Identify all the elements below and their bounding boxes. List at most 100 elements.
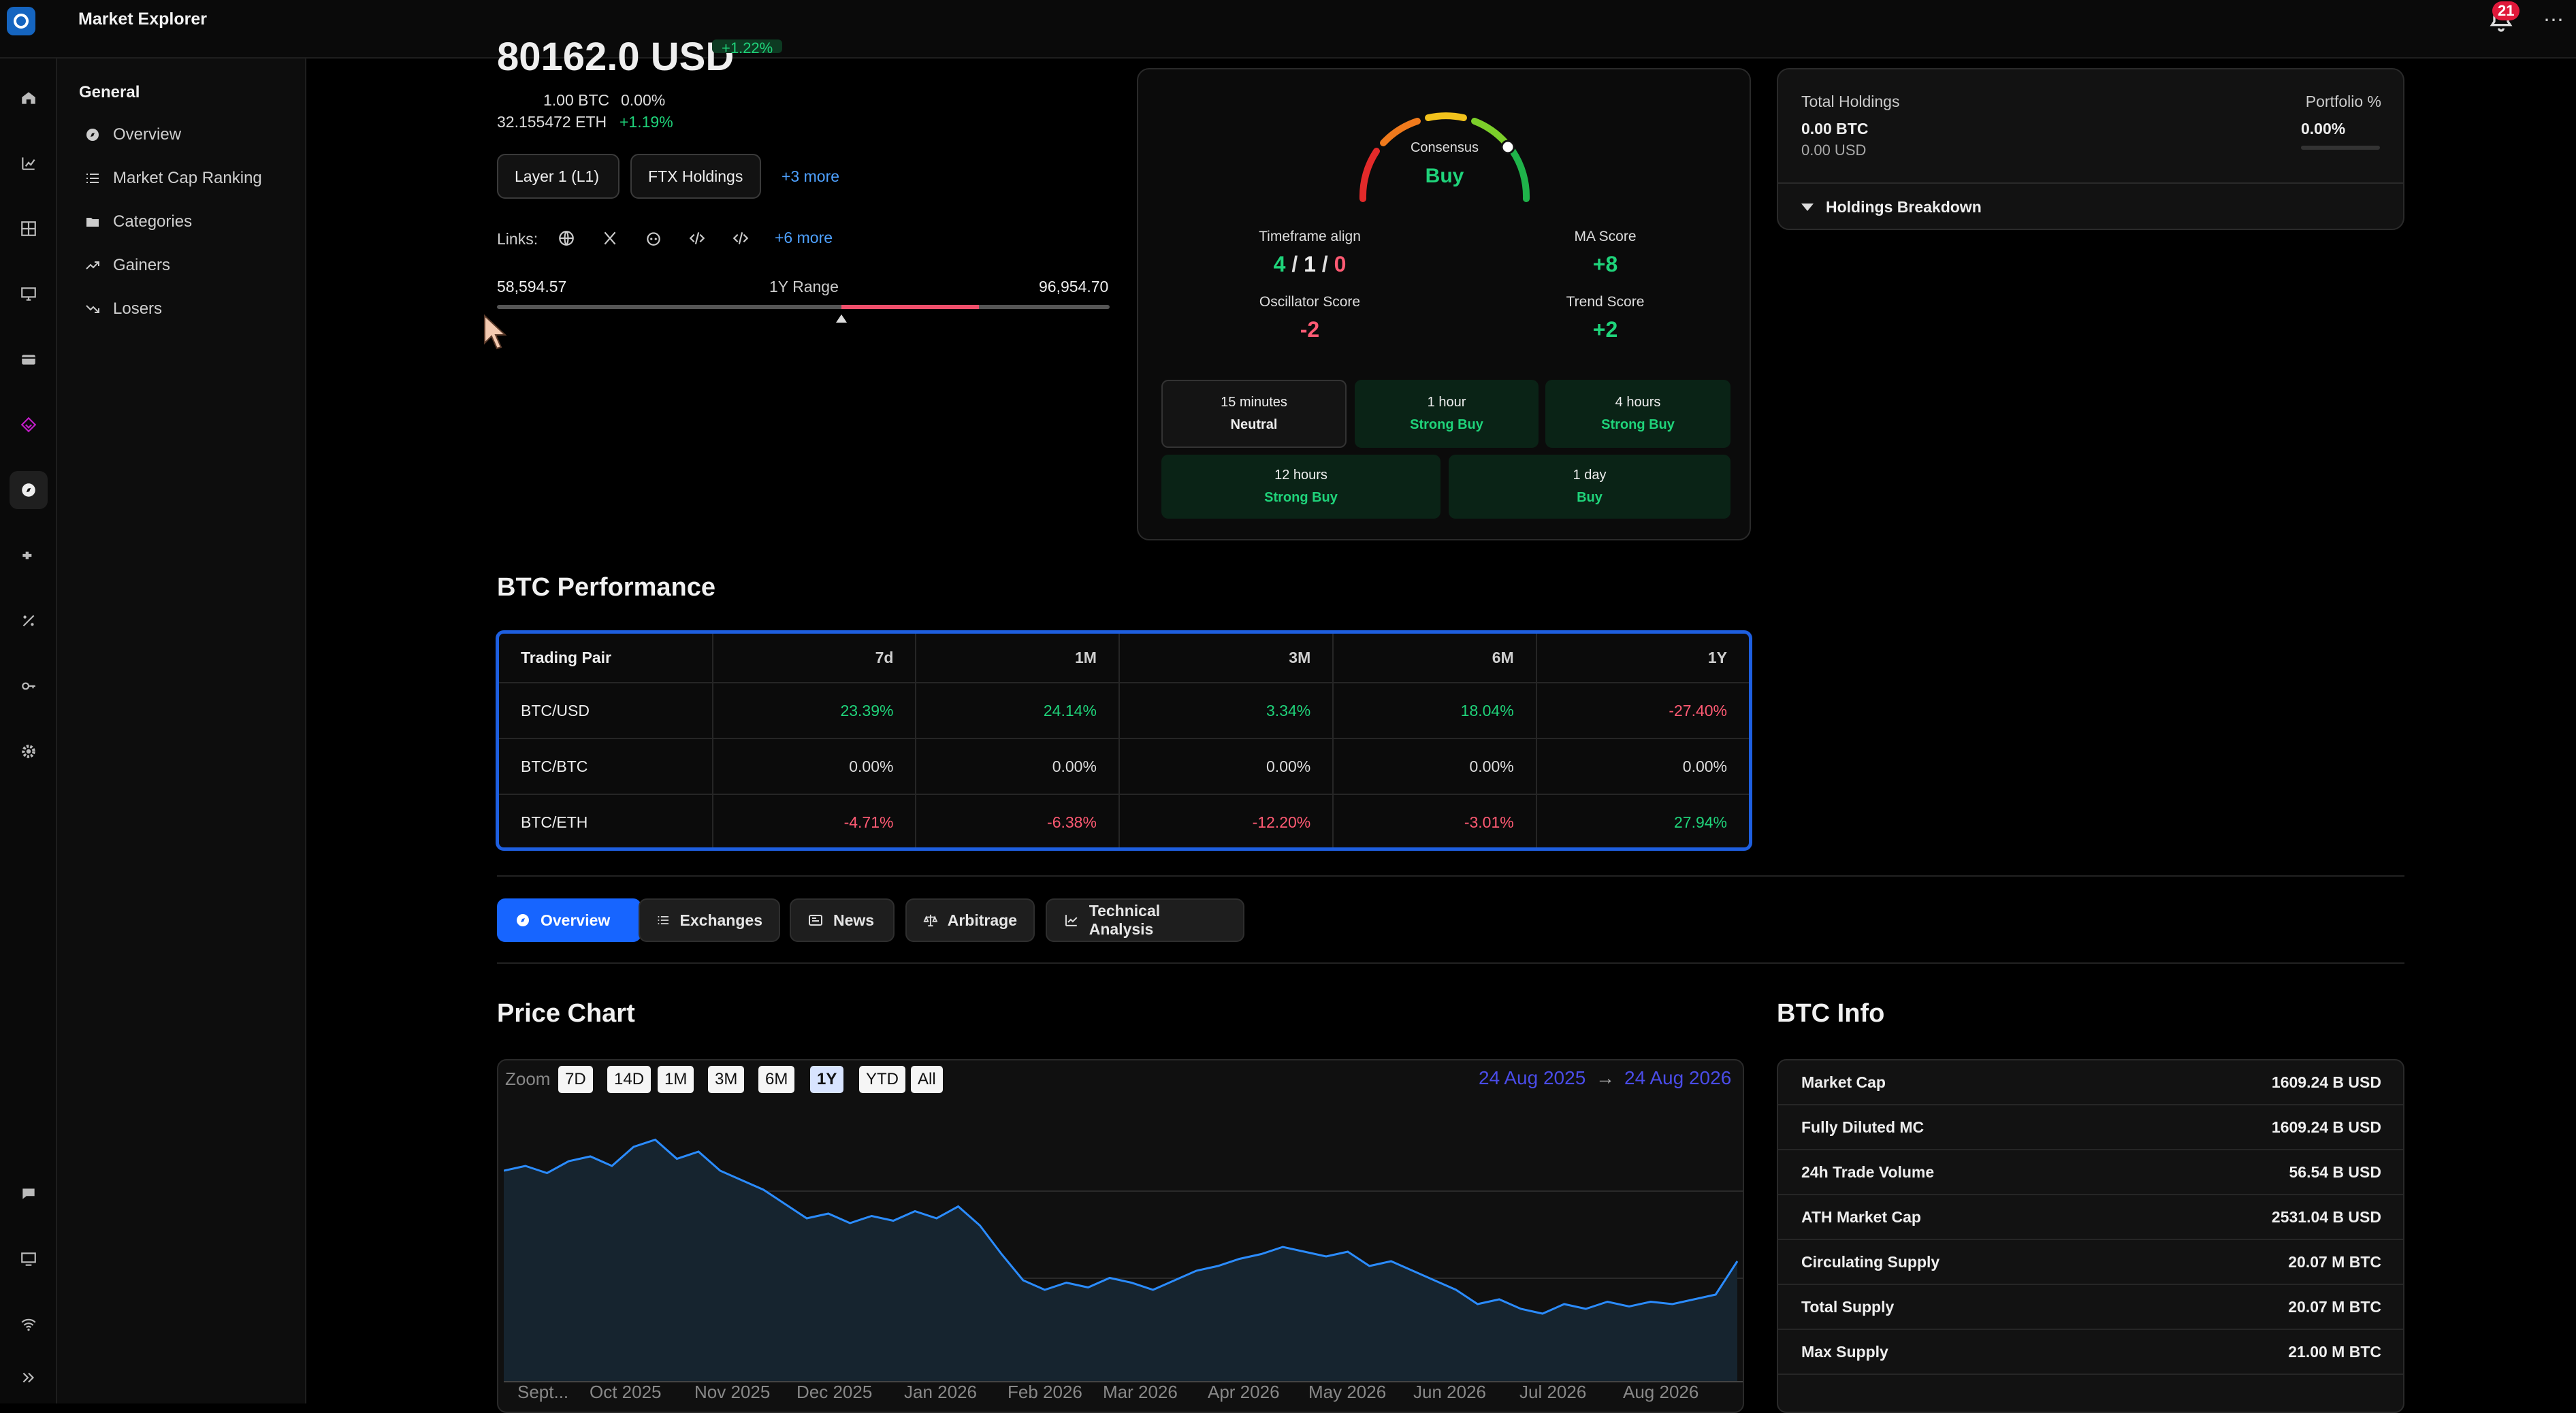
explore-icon[interactable] <box>10 471 48 509</box>
coin-price: 80162.0 USD <box>497 35 735 75</box>
x-tick-label: Nov 2025 <box>694 1382 771 1402</box>
zoom-button[interactable]: 1M <box>658 1066 694 1093</box>
app-logo[interactable] <box>7 7 35 35</box>
wifi-icon[interactable] <box>10 1305 48 1344</box>
zoom-button[interactable]: 7D <box>558 1066 593 1093</box>
range-bar <box>497 305 1110 309</box>
date-to[interactable]: 24 Aug 2026 <box>1624 1067 1732 1088</box>
info-row: Total Supply 20.07 M BTC <box>1778 1285 2403 1330</box>
code-icon[interactable] <box>728 226 753 250</box>
info-row: 24h Trade Volume 56.54 B USD <box>1778 1150 2403 1195</box>
x-tick-label: Feb 2026 <box>1008 1382 1082 1402</box>
tag-ftx-holdings[interactable]: FTX Holdings <box>630 154 761 199</box>
line-chart-icon <box>1065 915 1078 926</box>
tag-layer1[interactable]: Layer 1 (L1) <box>497 154 619 199</box>
performance-title: BTC Performance <box>497 573 715 602</box>
x-tick-label: Jul 2026 <box>1519 1382 1587 1402</box>
timeframe-signal[interactable]: 4 hours Strong Buy <box>1545 380 1730 448</box>
subnav-heading: General <box>79 83 140 101</box>
links-more-link[interactable]: +6 more <box>775 229 833 246</box>
timeframe-signal[interactable]: 15 minutes Neutral <box>1161 380 1347 448</box>
tab-exchanges[interactable]: Exchanges <box>639 898 780 942</box>
price-chart-plot[interactable] <box>504 1109 1743 1403</box>
x-twitter-icon[interactable] <box>598 226 622 250</box>
tab-technical-analysis[interactable]: Technical Analysis <box>1046 898 1244 942</box>
timeframe-signal[interactable]: 1 day Buy <box>1449 455 1730 519</box>
trend-score-label: Trend Score <box>1566 294 1645 310</box>
home-icon[interactable] <box>10 79 48 117</box>
wallet-icon[interactable] <box>10 340 48 378</box>
tab-news[interactable]: News <box>790 898 895 942</box>
column-header[interactable]: 7d <box>713 634 917 683</box>
x-tick-label: Jun 2026 <box>1413 1382 1486 1402</box>
zoom-button-selected[interactable]: 1Y <box>810 1066 844 1093</box>
technical-summary-card: Consensus Buy Timeframe align 4 / 1 / 0 … <box>1137 68 1751 540</box>
globe-icon[interactable] <box>554 226 579 250</box>
zoom-button[interactable]: 14D <box>607 1066 651 1093</box>
eth-conversion-change: +1.19% <box>619 113 673 131</box>
subnav-item-market-cap-ranking[interactable]: Market Cap Ranking <box>84 162 262 195</box>
zoom-button[interactable]: All <box>911 1066 943 1093</box>
zoom-button[interactable]: YTD <box>859 1066 905 1093</box>
info-row: Max Supply 21.00 M BTC <box>1778 1330 2403 1375</box>
x-tick-label: Dec 2025 <box>796 1382 873 1402</box>
tab-arbitrage[interactable]: Arbitrage <box>905 898 1035 942</box>
list-icon <box>86 174 99 183</box>
key-icon[interactable] <box>10 667 48 705</box>
more-menu-icon[interactable]: ⋯ <box>2543 9 2564 31</box>
bar-chart-icon[interactable] <box>10 144 48 182</box>
price-line <box>504 1138 1739 1315</box>
tab-overview[interactable]: Overview <box>497 898 641 942</box>
ma-score-label: MA Score <box>1574 229 1637 244</box>
btc-conversion-change: 0.00% <box>621 91 666 109</box>
timeframe-signal[interactable]: 12 hours Strong Buy <box>1161 455 1440 519</box>
range-label: 1Y Range <box>769 278 839 295</box>
monitor-icon[interactable] <box>10 275 48 313</box>
compass-icon <box>86 129 99 141</box>
timeframe-align-value: 4 / 1 / 0 <box>1273 252 1347 276</box>
column-header[interactable]: 6M <box>1333 634 1537 683</box>
range-marker <box>836 314 847 323</box>
grid-icon[interactable] <box>10 210 48 248</box>
trending-down-icon <box>86 305 99 313</box>
table-row: BTC/USD 23.39% 24.14% 3.34% 18.04% -27.4… <box>499 683 1749 739</box>
chat-icon[interactable] <box>10 1175 48 1213</box>
zoom-button[interactable]: 6M <box>758 1066 795 1093</box>
column-header[interactable]: 1Y <box>1536 634 1749 683</box>
timeframe-align-label: Timeframe align <box>1259 229 1361 244</box>
subnav-item-categories[interactable]: Categories <box>84 206 192 238</box>
column-header[interactable]: 1M <box>916 634 1120 683</box>
zoom-label: Zoom <box>505 1069 551 1089</box>
portfolio-percent-label: Portfolio % <box>2305 93 2381 110</box>
price-chart-title: Price Chart <box>497 999 635 1028</box>
settings-icon[interactable] <box>10 732 48 770</box>
notification-badge: 21 <box>2492 1 2520 20</box>
holdings-breakdown-toggle[interactable]: Holdings Breakdown <box>1801 192 1982 222</box>
layers-icon[interactable] <box>10 406 48 444</box>
expand-icon[interactable] <box>10 1359 48 1397</box>
subnav-item-losers[interactable]: Losers <box>84 293 162 325</box>
display-icon[interactable] <box>10 1240 48 1278</box>
date-from[interactable]: 24 Aug 2025 <box>1479 1067 1586 1088</box>
x-tick-label: Oct 2025 <box>590 1382 662 1402</box>
subnav-item-gainers[interactable]: Gainers <box>84 249 170 282</box>
scale-icon <box>923 914 938 927</box>
price-area <box>504 1139 1737 1382</box>
range-high: 96,954.70 <box>1039 278 1109 295</box>
date-arrow-icon: → <box>1596 1067 1615 1088</box>
percent-icon[interactable] <box>10 602 48 640</box>
chevron-down-icon <box>1801 203 1814 211</box>
table-row: BTC/ETH -4.71% -6.38% -12.20% -3.01% 27.… <box>499 794 1749 847</box>
divider <box>1778 182 2403 184</box>
portfolio-percent-value: 0.00% <box>2301 120 2346 137</box>
tags-more-link[interactable]: +3 more <box>782 167 840 185</box>
plugin-icon[interactable] <box>10 536 48 574</box>
timeframe-signal[interactable]: 1 hour Strong Buy <box>1355 380 1539 448</box>
folder-icon <box>86 218 99 227</box>
subnav-item-overview[interactable]: Overview <box>84 118 181 151</box>
column-header[interactable]: 3M <box>1118 634 1334 683</box>
zoom-button[interactable]: 3M <box>708 1066 745 1093</box>
reddit-icon[interactable] <box>641 226 666 250</box>
code-icon[interactable] <box>685 226 709 250</box>
divider <box>497 962 2404 964</box>
